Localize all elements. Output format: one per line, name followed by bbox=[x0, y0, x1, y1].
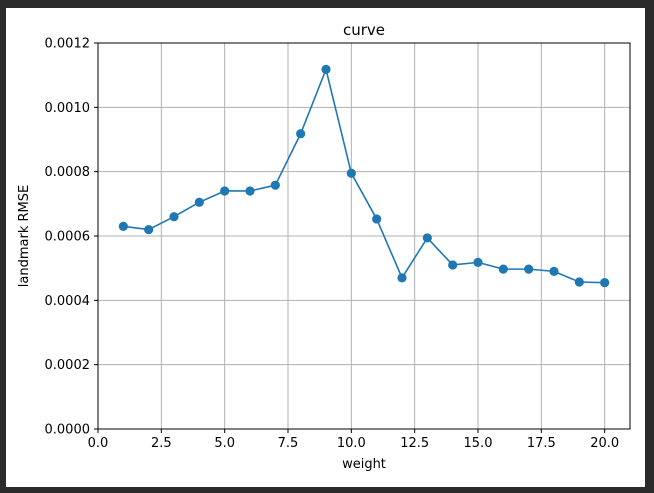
x-tick-label: 10.0 bbox=[337, 436, 366, 451]
x-tick-label: 0.0 bbox=[88, 436, 109, 451]
x-tick-label: 17.5 bbox=[527, 436, 556, 451]
line-chart: 0.0 2.5 5.0 7.5 10.0 12.5 15.0 17.5 20.0 0.00000… bbox=[17, 21, 631, 472]
data-point bbox=[346, 168, 356, 178]
y-axis-ticks: 0.0000 0.0002 0.0004 0.0006 0.0008 0.0010 0.00… bbox=[45, 37, 98, 438]
data-point bbox=[448, 260, 458, 270]
x-tick-label: 7.5 bbox=[278, 436, 299, 451]
grid-layer bbox=[97, 42, 630, 430]
data-point bbox=[473, 257, 483, 267]
data-point bbox=[194, 197, 204, 207]
x-axis-label: weight bbox=[342, 457, 386, 472]
y-tick-label: 0.0004 bbox=[45, 294, 91, 309]
x-tick-label: 5.0 bbox=[214, 436, 235, 451]
data-point bbox=[498, 264, 508, 274]
series-layer bbox=[118, 64, 610, 288]
figure-canvas: 0.0 2.5 5.0 7.5 10.0 12.5 15.0 17.5 20.0 0.0000 0… bbox=[6, 8, 645, 487]
chart-title: curve bbox=[343, 21, 385, 39]
x-tick-label: 20.0 bbox=[590, 436, 619, 451]
data-point bbox=[220, 186, 230, 196]
x-tick-label: 2.5 bbox=[151, 436, 172, 451]
y-tick-label: 0.0002 bbox=[45, 358, 91, 373]
data-point bbox=[245, 186, 255, 196]
series-line bbox=[123, 68, 605, 284]
x-axis-ticks: 0.0 2.5 5.0 7.5 10.0 12.5 15.0 17.5 20.0 bbox=[88, 429, 619, 451]
data-point bbox=[270, 180, 280, 190]
y-tick-label: 0.0006 bbox=[45, 230, 91, 245]
data-point bbox=[144, 224, 154, 235]
x-tick-label: 15.0 bbox=[464, 436, 493, 451]
data-point bbox=[372, 214, 382, 224]
data-point bbox=[296, 129, 306, 139]
data-point bbox=[422, 233, 432, 243]
y-tick-label: 0.0012 bbox=[45, 37, 91, 52]
data-point bbox=[574, 277, 584, 287]
data-point bbox=[118, 221, 128, 231]
y-tick-label: 0.0008 bbox=[45, 165, 91, 180]
data-point bbox=[397, 273, 407, 283]
y-tick-label: 0.0000 bbox=[45, 423, 91, 438]
x-tick-label: 12.5 bbox=[400, 436, 429, 451]
data-point bbox=[321, 64, 331, 74]
data-point bbox=[600, 278, 610, 288]
y-tick-label: 0.0010 bbox=[45, 101, 91, 116]
data-point bbox=[169, 212, 179, 222]
y-axis-label: landmark RMSE bbox=[17, 185, 32, 287]
data-point bbox=[549, 266, 559, 276]
data-point bbox=[524, 264, 534, 274]
